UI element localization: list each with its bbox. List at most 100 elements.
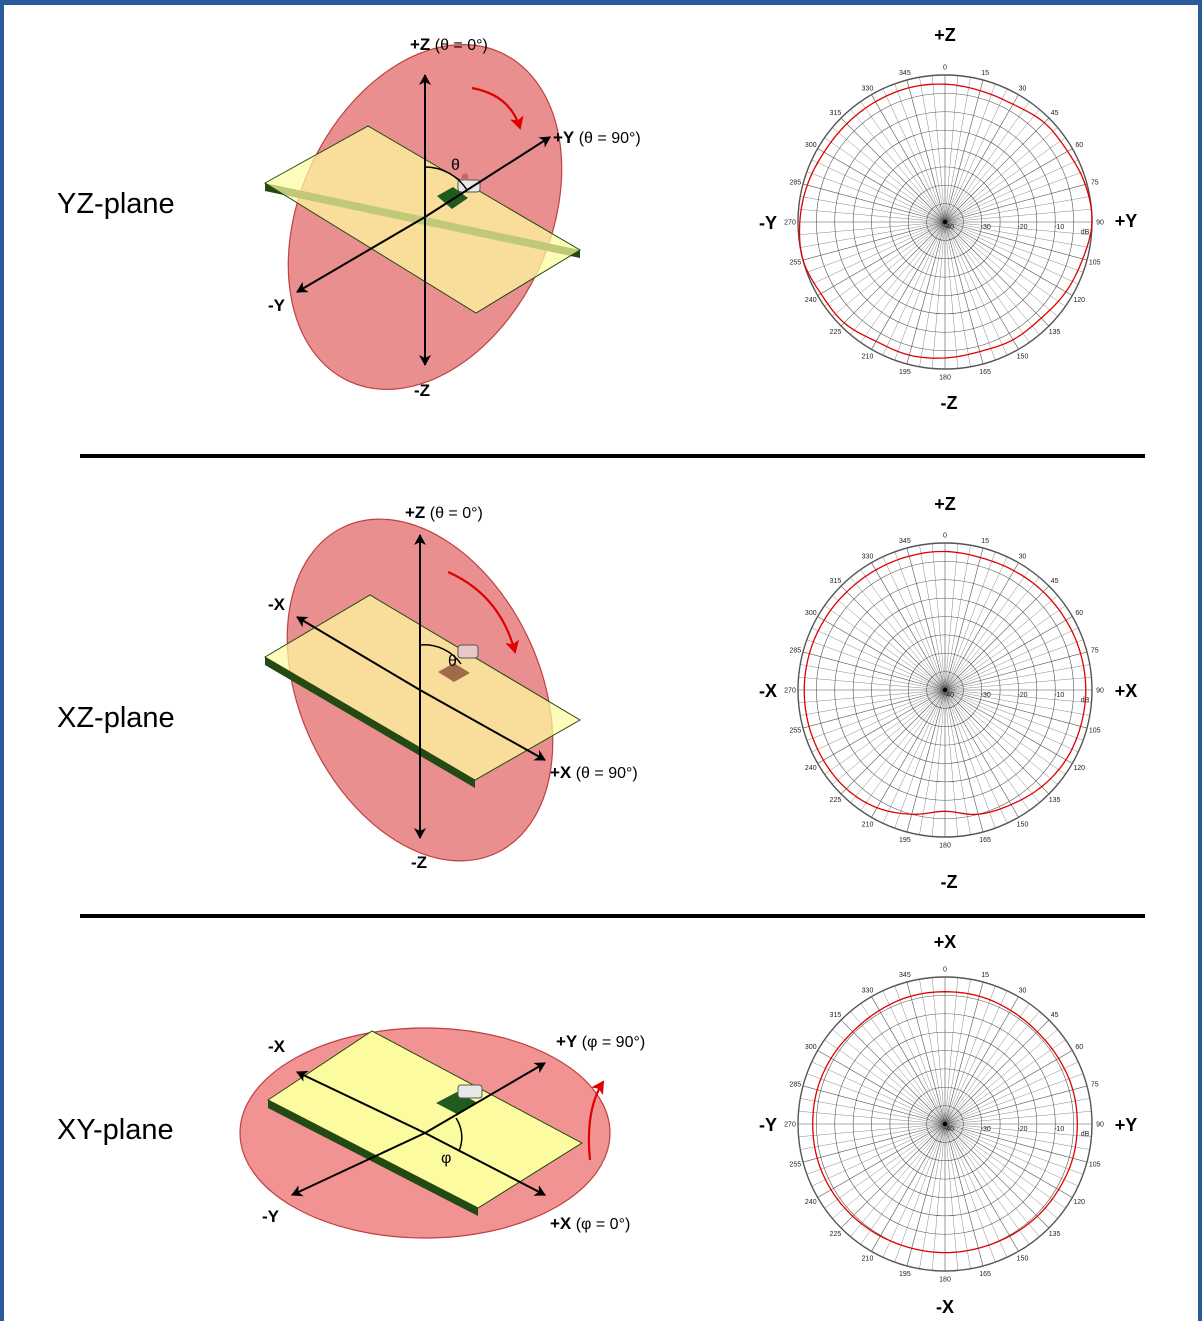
polar-grid-spoke bbox=[944, 689, 1050, 795]
polar-grid-spoke bbox=[944, 221, 1066, 307]
polar-angle-label: 150 bbox=[1017, 354, 1029, 361]
polar-grid-spoke bbox=[811, 1123, 946, 1187]
polar-angle-label: 330 bbox=[862, 553, 874, 560]
polar-center-dot bbox=[942, 219, 948, 225]
polar-grid-spoke bbox=[840, 689, 946, 795]
polar-grid-spoke bbox=[806, 221, 946, 273]
polar-grid-spoke bbox=[944, 221, 1073, 296]
polar-grid-spoke bbox=[798, 689, 946, 703]
antenna-chip bbox=[437, 187, 468, 209]
polar-grid-spoke bbox=[824, 137, 946, 223]
polar-grid-spoke bbox=[811, 159, 946, 223]
xz-section: XZ-plane θ +Z (θ = 0°) +X (θ = 90°) -X -… bbox=[57, 494, 1137, 892]
polar-grid-spoke bbox=[944, 1123, 1030, 1245]
polar-angle-label: 240 bbox=[805, 1199, 817, 1206]
xz-polar-pattern: 0 15 30 45 60 75 90 105 120 135 150 165 180 195 210 225… bbox=[784, 533, 1104, 850]
polar-grid-spoke bbox=[944, 689, 1008, 824]
axis-label-left: -X bbox=[268, 1037, 286, 1056]
polar-angle-label: 30 bbox=[1019, 85, 1027, 92]
polar-grid-spoke bbox=[906, 981, 946, 1125]
polar-grid-spoke bbox=[944, 1123, 1050, 1229]
polar-grid-spoke bbox=[944, 221, 1008, 356]
polar-center-dot bbox=[942, 687, 948, 693]
polar-axis-label-left: -X bbox=[759, 681, 777, 701]
polar-grid-spoke bbox=[832, 1123, 946, 1219]
polar-grid-spoke bbox=[944, 689, 1040, 803]
polar-grid-spoke bbox=[944, 595, 1058, 691]
polar-angle-label: 150 bbox=[1017, 822, 1029, 829]
polar-grid-spoke bbox=[824, 689, 946, 775]
polar-grid-spoke bbox=[806, 171, 946, 223]
axis-label-top: +Y (φ = 90°) bbox=[556, 1032, 645, 1051]
yz-polar-pattern: 0 15 30 45 60 75 90 105 120 135 150 165 180 195 210 225… bbox=[784, 65, 1104, 382]
polar-angle-label: 270 bbox=[784, 220, 796, 227]
polar-grid-spoke bbox=[871, 562, 946, 691]
polar-grid-spoke bbox=[944, 1123, 1008, 1258]
polar-axis-label-top: +Z bbox=[934, 494, 956, 514]
polar-angle-label: 345 bbox=[899, 70, 911, 77]
polar-angle-label: 345 bbox=[899, 972, 911, 979]
polar-grid-spoke bbox=[944, 117, 1050, 223]
polar-angle-label: 15 bbox=[981, 70, 989, 77]
polar-grid-spoke bbox=[944, 689, 1088, 729]
polar-radial-label: -10 bbox=[1054, 224, 1064, 231]
polar-grid-spoke bbox=[840, 221, 946, 327]
top-frame-bar bbox=[0, 0, 1202, 5]
polar-grid-spoke bbox=[944, 1111, 1092, 1125]
polar-grid-spoke bbox=[919, 689, 946, 835]
polar-grid-spoke bbox=[944, 996, 1019, 1125]
polar-axis-label-bottom: -Z bbox=[941, 872, 958, 892]
polar-grid-spoke bbox=[944, 109, 1040, 223]
polar-angle-label: 90 bbox=[1096, 688, 1104, 695]
polar-grid-spoke bbox=[944, 171, 1084, 223]
polar-grid-spoke bbox=[944, 639, 1084, 691]
polar-grid-spoke bbox=[919, 221, 946, 367]
polar-grid-spoke bbox=[944, 221, 1019, 350]
y-axis-positive bbox=[424, 136, 551, 218]
polar-angle-label: 180 bbox=[939, 375, 951, 382]
polar-grid-spoke bbox=[800, 689, 946, 716]
plane-label: XZ-plane bbox=[57, 702, 175, 734]
polar-grid-spoke bbox=[824, 1039, 946, 1125]
polar-angle-label: 225 bbox=[830, 797, 842, 804]
x-axis-negative bbox=[296, 1070, 426, 1134]
polar-grid-spoke bbox=[840, 1019, 946, 1125]
polar-grid-spoke bbox=[944, 77, 971, 223]
polar-axis-label-left: -Y bbox=[759, 1115, 777, 1135]
polar-grid-spoke bbox=[932, 1123, 946, 1271]
polar-radial-label: -20 bbox=[1017, 692, 1027, 699]
polar-grid-spoke bbox=[944, 1123, 1019, 1252]
polar-grid-spoke bbox=[882, 990, 946, 1125]
polar-angle-label: 105 bbox=[1089, 728, 1101, 735]
polar-angle-label: 150 bbox=[1017, 1256, 1029, 1263]
y-axis-negative bbox=[296, 216, 426, 293]
polar-grid-spoke bbox=[944, 1123, 1079, 1187]
polar-angle-label: 330 bbox=[862, 987, 874, 994]
polar-radial-label: -30 bbox=[981, 692, 991, 699]
polar-angle-label: 165 bbox=[979, 837, 991, 844]
circuit-board bbox=[267, 1030, 583, 1209]
polar-grid-spoke bbox=[944, 1123, 1090, 1150]
polar-grid-spoke bbox=[944, 1019, 1050, 1125]
polar-grid-spoke bbox=[944, 101, 1030, 223]
polar-grid-spoke bbox=[944, 689, 1092, 703]
polar-grid-spoke bbox=[906, 1123, 946, 1267]
axis-label-bottom: -Z bbox=[414, 381, 430, 400]
polar-grid-spoke bbox=[882, 689, 946, 824]
polar-angle-label: 255 bbox=[789, 728, 801, 735]
circuit-board bbox=[264, 594, 581, 781]
polar-grid-spoke bbox=[944, 556, 1008, 691]
theta-angle-arc bbox=[424, 166, 468, 191]
polar-grid-spoke bbox=[832, 689, 946, 785]
y-axis-negative bbox=[291, 1132, 426, 1197]
polar-grid-spoke bbox=[806, 689, 946, 741]
polar-angle-label: 240 bbox=[805, 765, 817, 772]
polar-grid-spoke bbox=[944, 221, 1084, 273]
polar-grid-spoke bbox=[944, 979, 971, 1125]
polar-grid-spoke bbox=[944, 689, 1084, 741]
polar-grid-spoke bbox=[811, 221, 946, 285]
polar-grid-spoke bbox=[944, 605, 1066, 691]
polar-angle-label: 285 bbox=[789, 1081, 801, 1088]
polar-grid-spoke bbox=[894, 221, 946, 361]
polar-grid-spoke bbox=[811, 627, 946, 691]
